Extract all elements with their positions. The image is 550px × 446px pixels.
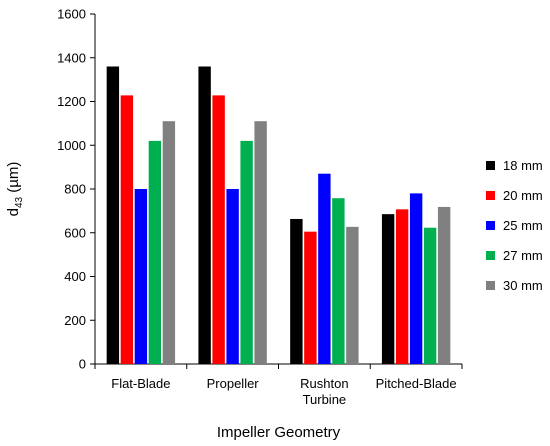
legend-label: 25 mm bbox=[503, 218, 543, 233]
bar bbox=[198, 66, 211, 364]
bar bbox=[120, 95, 134, 364]
bar bbox=[226, 189, 239, 364]
bar bbox=[346, 226, 359, 364]
legend: 18 mm 20 mm 25 mm 27 mm 30 mm bbox=[486, 158, 543, 293]
bar bbox=[162, 121, 176, 364]
legend-label: 20 mm bbox=[503, 188, 543, 203]
bar bbox=[409, 193, 423, 364]
x-tick-label: Pitched-Blade bbox=[376, 376, 457, 391]
legend-swatch bbox=[486, 161, 495, 170]
y-tick-label: 1400 bbox=[57, 50, 86, 65]
bar bbox=[423, 227, 437, 364]
bar bbox=[332, 198, 345, 364]
bar bbox=[395, 209, 409, 364]
legend-swatch bbox=[486, 281, 495, 290]
bar bbox=[381, 214, 395, 364]
y-tick-label: 1200 bbox=[57, 94, 86, 109]
y-tick-label: 1600 bbox=[57, 7, 86, 22]
legend-swatch bbox=[486, 221, 495, 230]
y-tick-label: 400 bbox=[64, 269, 86, 284]
category-labels: Flat-Blade Propeller Rushton Turbine Pitched… bbox=[111, 376, 456, 407]
y-tick-label: 800 bbox=[64, 182, 86, 197]
x-axis-title: Impeller Geometry bbox=[217, 424, 341, 441]
bar bbox=[304, 231, 317, 364]
legend-swatch bbox=[486, 191, 495, 200]
legend-label: 27 mm bbox=[503, 248, 543, 263]
bar bbox=[318, 173, 331, 364]
x-tick-label: Propeller bbox=[207, 376, 260, 391]
bars bbox=[106, 66, 451, 364]
legend-label: 30 mm bbox=[503, 278, 543, 293]
y-tick-label: 0 bbox=[79, 357, 86, 372]
y-tick-label: 600 bbox=[64, 225, 86, 240]
y-tick-label: 1000 bbox=[57, 138, 86, 153]
bar bbox=[106, 66, 120, 364]
bar bbox=[240, 140, 253, 364]
bar bbox=[254, 121, 267, 364]
bar bbox=[134, 189, 148, 364]
y-tick-label: 200 bbox=[64, 313, 86, 328]
bar bbox=[212, 95, 225, 364]
y-axis-title: d43 (µm) bbox=[5, 162, 25, 217]
bar bbox=[437, 206, 451, 364]
x-tick-label: Flat-Blade bbox=[111, 376, 170, 391]
bar bbox=[148, 140, 162, 364]
bar bbox=[290, 218, 303, 364]
y-axis: 0 200 400 600 800 1000 1200 1400 1600 bbox=[57, 7, 96, 372]
legend-label: 18 mm bbox=[503, 158, 543, 173]
legend-swatch bbox=[486, 251, 495, 260]
x-tick-label: Rushton Turbine bbox=[300, 376, 348, 407]
x-axis bbox=[94, 363, 463, 369]
